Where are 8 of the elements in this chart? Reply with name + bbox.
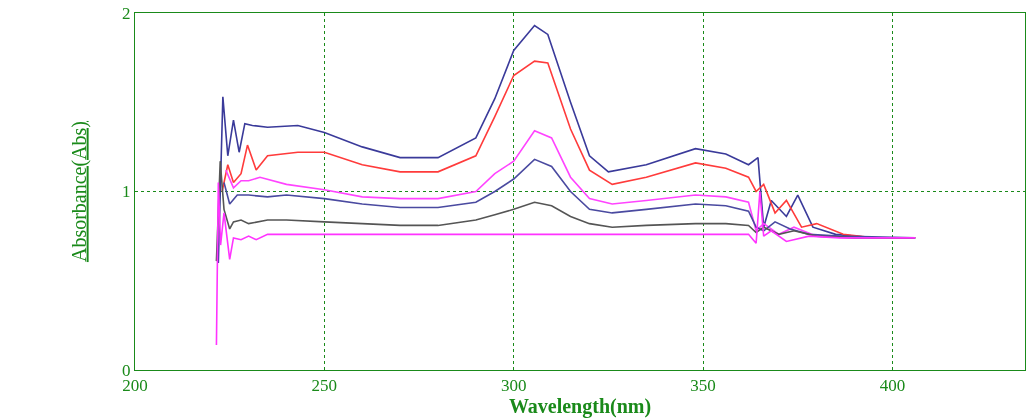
y-axis-title: Absorbance(Abs) (67, 120, 91, 263)
x-tick-label: 350 (690, 376, 716, 396)
y-tick-label: 2 (122, 3, 131, 23)
x-tick-label: 250 (311, 376, 338, 396)
x-tick-label: 300 (500, 376, 527, 396)
y-tick-label: 1 (122, 182, 131, 202)
x-tick-label: 400 (879, 376, 906, 396)
x-axis-title: Wavelength(nm) (508, 395, 652, 419)
